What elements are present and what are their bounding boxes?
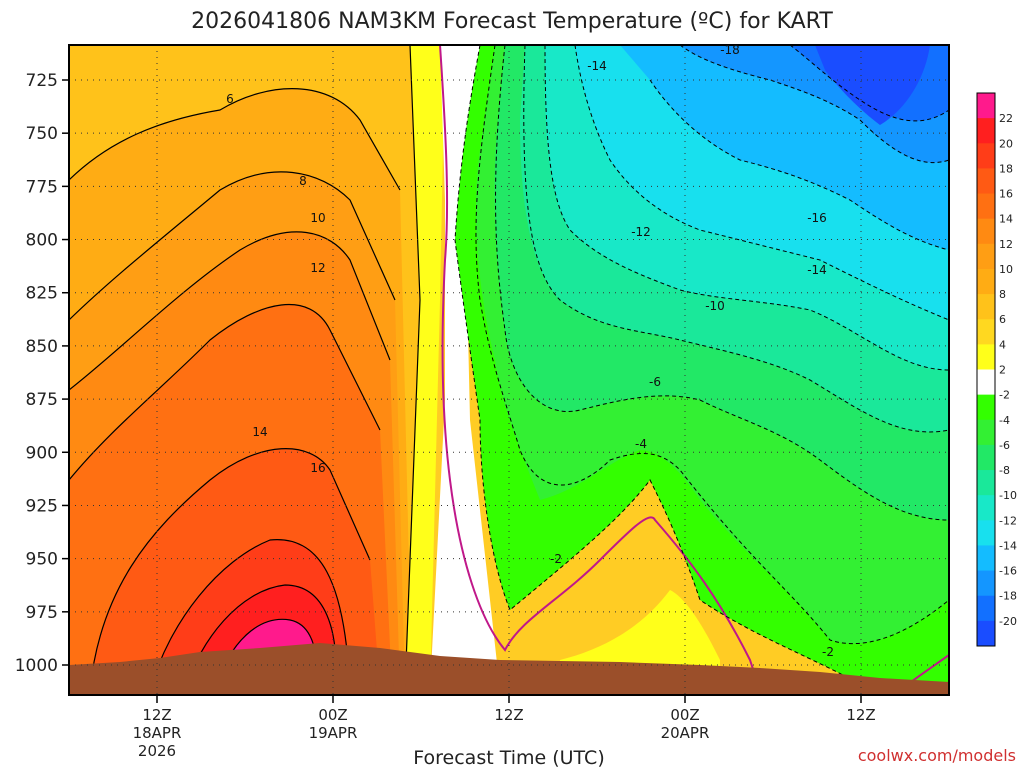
colorbar-tick-label: 18	[999, 162, 1013, 175]
colorbar-swatch	[977, 520, 995, 546]
colorbar: 22 20 18 16 14 12 10 8 6 4 2 -2 -4 -6 -8 -10 -12 -14 -16 -1…	[976, 92, 1017, 647]
colorbar-frame	[976, 92, 996, 647]
band-2	[405, 45, 445, 690]
colorbar-swatch	[977, 444, 995, 471]
colorbar-swatch	[977, 243, 995, 270]
contour-label: -18	[720, 43, 740, 57]
colorbar-tick-label: 14	[999, 213, 1013, 226]
colorbar-tick-label: -2	[999, 389, 1010, 402]
x-tick-label: 20APR	[661, 724, 710, 742]
y-tick-label: 900	[26, 443, 58, 463]
y-tick-label: 750	[26, 124, 58, 144]
contour-labels: 6 8 10 12 14 16 -14 -18 -16 -12 -14 -10 -6 -4 -2 -2	[226, 43, 834, 659]
y-tick-label: 725	[26, 71, 58, 91]
colorbar-swatch	[977, 218, 995, 245]
x-tick-label: 2026	[138, 742, 176, 760]
band-m20	[815, 45, 930, 125]
colorbar-tick-label: 20	[999, 137, 1013, 150]
colorbar-swatch	[977, 595, 995, 622]
colorbar-tick-label: 22	[999, 112, 1013, 125]
contour-label: 12	[310, 261, 325, 275]
chart-title: 2026041806 NAM3KM Forecast Temperature (…	[191, 9, 833, 34]
colorbar-tick-label: -8	[999, 464, 1010, 477]
y-tick-label: 800	[26, 231, 58, 251]
x-tick-label: 12Z	[494, 706, 523, 724]
contour-label: -16	[807, 211, 827, 225]
zero-isotherm	[439, 45, 761, 691]
cold-contours	[454, 45, 949, 691]
y-tick-label: 850	[26, 337, 58, 357]
x-axis-label: Forecast Time (UTC)	[413, 747, 604, 768]
x-tick-label: 00Z	[318, 706, 347, 724]
y-tick-label: 1000	[15, 656, 58, 676]
colorbar-swatch	[977, 268, 995, 295]
colorbar-tick-label: 12	[999, 238, 1013, 251]
colorbar-tick-label: -16	[999, 565, 1017, 578]
colorbar-tick-label: -14	[999, 539, 1017, 552]
colorbar-swatch	[977, 620, 995, 647]
contour-label: -2	[822, 645, 834, 659]
colorbar-swatch	[977, 118, 995, 144]
y-tick-label: 950	[26, 550, 58, 570]
contour-label: 6	[226, 92, 234, 106]
colorbar-swatch	[977, 369, 995, 396]
colorbar-tick-label: -6	[999, 439, 1010, 452]
contour-label: -2	[550, 552, 562, 566]
colorbar-swatch	[977, 193, 995, 220]
contour-field	[69, 45, 949, 695]
contour-label: 16	[310, 461, 325, 475]
colorbar-tick-label: -10	[999, 489, 1017, 502]
colorbar-swatch	[977, 319, 995, 345]
colorbar-tick-label: 16	[999, 188, 1013, 201]
colorbar-swatch	[977, 394, 995, 421]
colorbar-swatch	[977, 470, 995, 496]
x-tick-label: 00Z	[670, 706, 699, 724]
x-tick-label: 12Z	[846, 706, 875, 724]
y-tick-label: 775	[26, 177, 58, 197]
colorbar-tick-label: -4	[999, 414, 1010, 427]
contour-label: -12	[631, 225, 651, 239]
contour-label: -6	[649, 375, 661, 389]
y-tick-label: 975	[26, 603, 58, 623]
colorbar-tick-label: 2	[999, 364, 1006, 377]
colorbar-tick-label: 4	[999, 338, 1006, 351]
contour-label: 8	[299, 174, 307, 188]
colorbar-tick-label: 10	[999, 263, 1013, 276]
colorbar-swatch	[977, 344, 995, 370]
colorbar-tick-label: 6	[999, 313, 1006, 326]
y-tick-label: 925	[26, 496, 58, 516]
colorbar-swatch	[977, 495, 995, 521]
contour-label: -14	[587, 59, 607, 73]
x-tick-label: 12Z	[142, 706, 171, 724]
colorbar-swatch	[977, 570, 995, 597]
colorbar-swatch	[977, 93, 995, 119]
grid	[69, 45, 949, 695]
colorbar-tick-label: 8	[999, 288, 1006, 301]
colorbar-swatch	[977, 168, 995, 195]
x-tick-label: 19APR	[309, 724, 358, 742]
colorbar-swatch	[977, 143, 995, 169]
warm-contours	[69, 45, 421, 691]
contour-label: 14	[252, 425, 267, 439]
colorbar-tick-label: -12	[999, 514, 1017, 527]
colorbar-swatch	[977, 419, 995, 446]
contour-label: -10	[705, 299, 725, 313]
contour-label: 10	[310, 211, 325, 225]
y-tick-label: 875	[26, 390, 58, 410]
y-axis: 725 750 775 800 825 850 875 900 925 950 975 1000	[15, 71, 69, 676]
colorbar-swatch	[977, 294, 995, 320]
colorbar-tick-label: -18	[999, 590, 1017, 603]
colorbar-tick-label: -20	[999, 615, 1017, 628]
y-tick-label: 825	[26, 284, 58, 304]
credit-text: coolwx.com/models	[858, 746, 1016, 765]
colorbar-swatch	[977, 545, 995, 572]
contour-label: -14	[807, 263, 827, 277]
x-tick-label: 18APR	[133, 724, 182, 742]
contour-label: -4	[635, 437, 647, 451]
